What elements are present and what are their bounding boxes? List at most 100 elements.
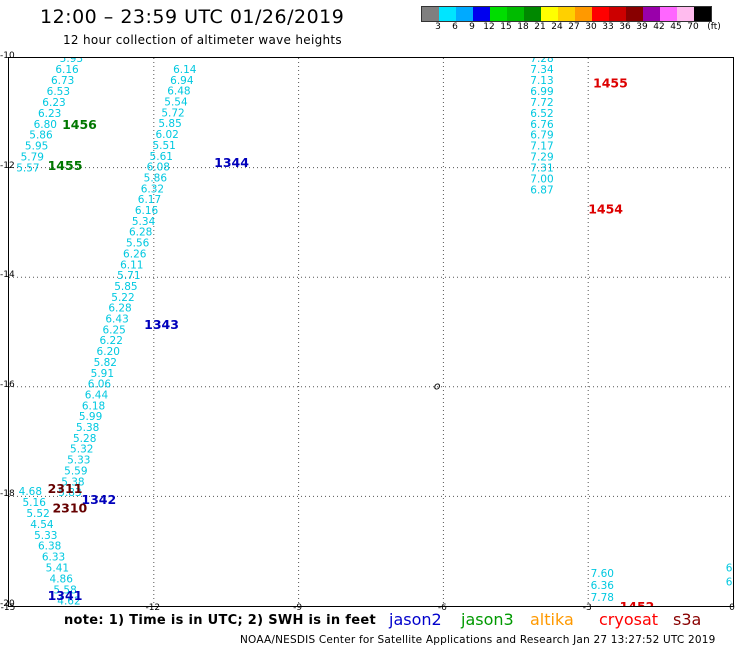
wave-height-value: 5.16 [23, 497, 47, 509]
lat-tick-label: -10 [0, 51, 15, 61]
legend-label: 42 [653, 22, 665, 32]
wave-height-value: 4.86 [50, 574, 74, 586]
legend-label: 30 [585, 22, 597, 32]
wave-height-value: 5.82 [94, 357, 117, 369]
wave-height-value: 5.59 [64, 465, 87, 477]
legend-label: 15 [500, 22, 512, 32]
wave-height-value: 6.44 [85, 389, 109, 401]
legend-label: 3 [435, 22, 441, 32]
wave-height-value: 5.72 [161, 107, 184, 119]
wave-height-value: 6.23 [38, 108, 61, 120]
wave-height-value: 6.28 [108, 303, 131, 315]
wave-height-value: 6.22 [100, 335, 123, 347]
satellite-jason2: jason2 [389, 610, 442, 629]
wave-height-value: 7.60 [591, 568, 614, 580]
lat-tick-label: -14 [0, 270, 15, 281]
legend-label: 9 [469, 22, 475, 32]
wave-height-value: 6.18 [82, 400, 105, 412]
lon-tick-label: -9 [293, 603, 303, 613]
legend-swatch [592, 7, 609, 21]
legend-label: 6 [452, 22, 458, 32]
pass-time-label: 2310 [52, 500, 87, 515]
map-plot-area: o 5.93 6.16 6.73 6.53 6.23 6.23 6.80 5.86 5.95 5.7… [8, 53, 734, 650]
wave-height-value: 4.62 [57, 596, 80, 606]
wave-height-map: o5.936.166.736.536.236.236.805.865.955.7… [9, 53, 733, 650]
lon-tick-label: -3 [582, 603, 592, 613]
wave-height-value: 5.38 [61, 476, 84, 488]
wave-height-value: 5.57 [16, 163, 39, 175]
wave-height-value: 5.28 [73, 433, 96, 445]
wave-height-value: 4.68 [19, 486, 42, 498]
wave-height-value: 5.33 [34, 530, 57, 542]
wave-height-value: 6.11 [120, 259, 143, 271]
wave-height-value: 6.48 [167, 86, 190, 98]
wave-height-value: 5.95 [25, 141, 48, 153]
legend-swatch [609, 7, 626, 21]
legend-swatch [677, 7, 694, 21]
wave-height-value: 6.16 [55, 64, 79, 76]
wave-height-value: 5.32 [70, 444, 93, 456]
wave-height-value: 6.26 [123, 248, 147, 260]
wave-height-value: 6.25 [102, 324, 125, 336]
wave-height-value: 6.02 [155, 129, 178, 141]
pass-time-label: 1344 [214, 155, 249, 170]
wave-height-value: 6.36 [591, 580, 615, 592]
legend-swatch [575, 7, 592, 21]
satellite-cryosat: cryosat [599, 610, 659, 629]
legend-unit: (ft) [707, 22, 721, 32]
legend-label: 21 [534, 22, 546, 32]
wave-height-value: 6.99 [530, 86, 553, 98]
wave-height-value: 6.43 [105, 314, 128, 326]
legend-swatch [507, 7, 524, 21]
legend-label: 36 [619, 22, 631, 32]
lat-tick-label: -16 [0, 379, 15, 390]
wave-height-value: 5.71 [117, 270, 140, 282]
wave-height-value: 5.86 [144, 172, 168, 184]
legend-label: 33 [602, 22, 614, 32]
wave-height-value: 4.54 [30, 519, 54, 531]
wave-height-value: 6.32 [141, 183, 164, 195]
pass-time-label: 1341 [48, 588, 83, 603]
wave-height-value: 7.00 [530, 174, 553, 186]
legend-label: 18 [517, 22, 529, 32]
wave-height-value: 7.13 [530, 75, 553, 87]
pass-time-label: 1343 [144, 317, 179, 332]
pass-time-label: 1455 [48, 158, 83, 173]
wave-height-value: 6.23 [42, 97, 65, 109]
legend-label: 70 [687, 22, 699, 32]
legend-swatch [694, 7, 711, 21]
credit-line: NOAA/NESDIS Center for Satellite Applica… [240, 634, 716, 646]
lon-tick-label: -15 [0, 603, 16, 613]
wave-height-value: 6.52 [530, 108, 553, 120]
wave-height-value: 6.16 [135, 205, 159, 217]
wave-height-value: 7.17 [530, 141, 553, 153]
legend-swatch [626, 7, 643, 21]
legend-label: 45 [670, 22, 682, 32]
wave-height-value: 6.87 [530, 185, 553, 197]
wave-height-value: 7.72 [530, 97, 553, 109]
legend-swatch [473, 7, 490, 21]
pass-time-label: 2311 [48, 481, 83, 496]
wave-height-value: 5.41 [46, 563, 69, 575]
wave-height-value: 5.52 [26, 508, 49, 520]
lat-tick-label: -12 [0, 160, 15, 171]
wave-height-value: 6.17 [138, 194, 161, 206]
legend-swatch [439, 7, 456, 21]
wave-height-value: 6.06 [88, 379, 112, 391]
wave-height-value: 5.99 [79, 411, 102, 423]
legend-label: 24 [551, 22, 563, 32]
legend-swatch [490, 7, 507, 21]
wave-height-value: 7.29 [530, 152, 553, 164]
pass-time-label: 1456 [62, 117, 97, 132]
wave-height-value: 6.73 [51, 75, 74, 87]
wave-height-value: 6 [726, 563, 733, 575]
wave-height-value: 5.85 [114, 281, 137, 293]
wave-height-value: 6.76 [530, 119, 554, 131]
lon-tick-label: 0 [729, 603, 735, 613]
wave-height-value: 6.53 [47, 86, 70, 98]
wave-height-value: 6.14 [173, 64, 197, 76]
pass-time-label: 1452 [620, 599, 655, 606]
pass-time-label: 1454 [588, 202, 623, 217]
wave-height-value: 6.79 [530, 130, 553, 142]
lat-tick-label: -20 [0, 599, 15, 609]
